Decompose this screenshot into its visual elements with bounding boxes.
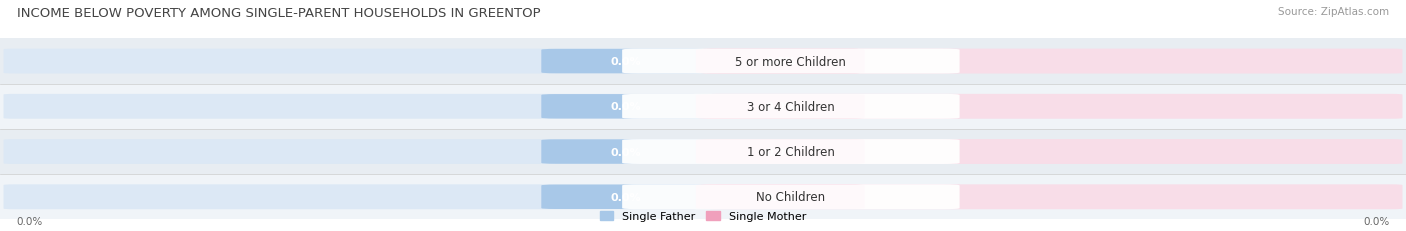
Text: 5 or more Children: 5 or more Children <box>735 55 846 68</box>
Text: 0.0%: 0.0% <box>765 192 796 202</box>
Text: Source: ZipAtlas.com: Source: ZipAtlas.com <box>1278 7 1389 17</box>
Text: 1 or 2 Children: 1 or 2 Children <box>747 145 835 158</box>
FancyBboxPatch shape <box>541 50 710 74</box>
FancyBboxPatch shape <box>3 185 700 209</box>
FancyBboxPatch shape <box>541 95 710 119</box>
FancyBboxPatch shape <box>621 94 960 119</box>
FancyBboxPatch shape <box>621 140 960 164</box>
Bar <box>0 174 1406 219</box>
Text: 0.0%: 0.0% <box>765 147 796 157</box>
Text: 0.0%: 0.0% <box>610 57 641 67</box>
Bar <box>0 84 1406 129</box>
FancyBboxPatch shape <box>541 140 710 164</box>
FancyBboxPatch shape <box>707 140 1403 164</box>
FancyBboxPatch shape <box>707 185 1403 209</box>
FancyBboxPatch shape <box>541 185 710 209</box>
FancyBboxPatch shape <box>621 49 960 74</box>
Bar <box>0 129 1406 174</box>
FancyBboxPatch shape <box>696 185 865 209</box>
FancyBboxPatch shape <box>3 49 700 74</box>
Text: 3 or 4 Children: 3 or 4 Children <box>747 100 835 113</box>
Text: 0.0%: 0.0% <box>610 102 641 112</box>
Text: 0.0%: 0.0% <box>610 147 641 157</box>
FancyBboxPatch shape <box>3 94 700 119</box>
FancyBboxPatch shape <box>707 49 1403 74</box>
FancyBboxPatch shape <box>3 140 700 164</box>
Text: INCOME BELOW POVERTY AMONG SINGLE-PARENT HOUSEHOLDS IN GREENTOP: INCOME BELOW POVERTY AMONG SINGLE-PARENT… <box>17 7 540 20</box>
FancyBboxPatch shape <box>621 185 960 209</box>
Text: 0.0%: 0.0% <box>1362 216 1389 226</box>
FancyBboxPatch shape <box>696 95 865 119</box>
Text: 0.0%: 0.0% <box>17 216 44 226</box>
FancyBboxPatch shape <box>696 140 865 164</box>
Text: No Children: No Children <box>756 190 825 204</box>
Bar <box>0 39 1406 84</box>
FancyBboxPatch shape <box>696 50 865 74</box>
Text: 0.0%: 0.0% <box>765 102 796 112</box>
Text: 0.0%: 0.0% <box>765 57 796 67</box>
Text: 0.0%: 0.0% <box>610 192 641 202</box>
Legend: Single Father, Single Mother: Single Father, Single Mother <box>596 206 810 225</box>
FancyBboxPatch shape <box>707 94 1403 119</box>
